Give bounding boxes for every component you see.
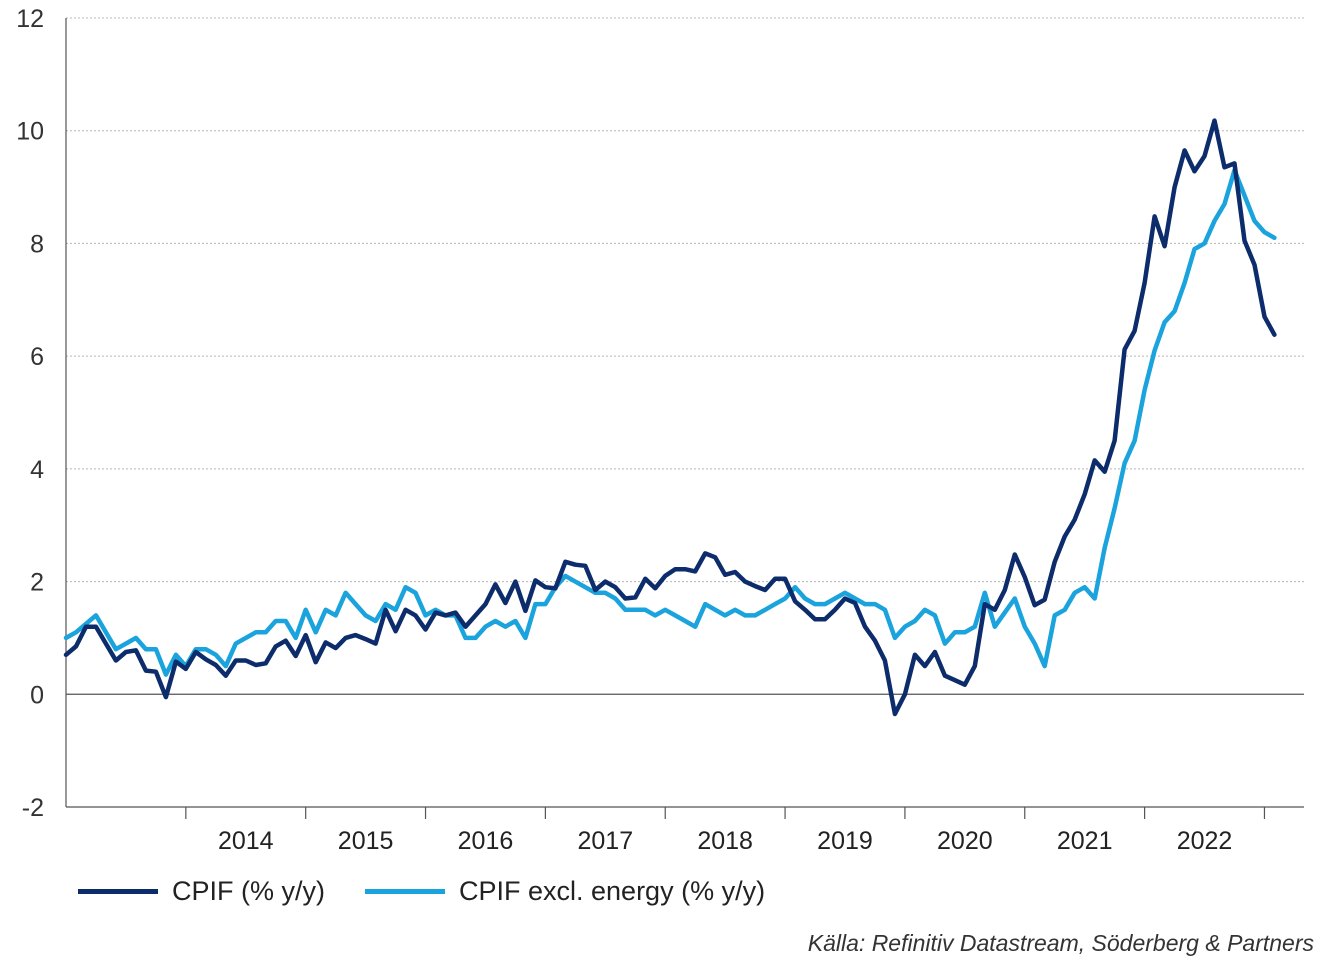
x-tick-labels: 2014 2015 2016 2017 2018 2019 2020 2021 2022 [218, 827, 1232, 855]
legend-swatch-cpif [78, 889, 158, 894]
x-tick-2020: 2020 [937, 827, 993, 855]
legend-label-cpif-excl-energy: CPIF excl. energy (% y/y) [459, 876, 765, 907]
x-tick-2022: 2022 [1177, 827, 1233, 855]
x-tick-2019: 2019 [817, 827, 873, 855]
series-line-cpif-y-y [66, 121, 1274, 714]
y-tick--2: -2 [22, 794, 44, 822]
x-tick-2016: 2016 [458, 827, 514, 855]
x-tick-2021: 2021 [1057, 827, 1113, 855]
source-note: Källa: Refinitiv Datastream, Söderberg &… [808, 930, 1314, 957]
series-line-cpif-excl-energy-y-y [66, 170, 1274, 674]
y-tick-labels: -2 0 2 4 6 8 10 12 [16, 5, 44, 822]
x-tick-2017: 2017 [577, 827, 633, 855]
legend-item-cpif: CPIF (% y/y) [78, 876, 325, 907]
x-tick-2015: 2015 [338, 827, 394, 855]
y-tick-6: 6 [30, 343, 44, 371]
y-tick-0: 0 [30, 681, 44, 709]
y-tick-4: 4 [30, 456, 44, 484]
y-tick-10: 10 [16, 118, 44, 146]
series-lines [66, 121, 1274, 714]
legend-label-cpif: CPIF (% y/y) [172, 876, 325, 907]
x-tick-2018: 2018 [697, 827, 753, 855]
legend: CPIF (% y/y) CPIF excl. energy (% y/y) [78, 876, 765, 907]
y-tick-2: 2 [30, 569, 44, 597]
x-tick-2014: 2014 [218, 827, 274, 855]
legend-swatch-cpif-excl-energy [365, 889, 445, 894]
line-chart: -2 0 2 4 6 8 10 12 2014 2015 2016 2017 2018 2019 2020… [0, 0, 1326, 870]
legend-item-cpif-excl-energy: CPIF excl. energy (% y/y) [365, 876, 765, 907]
y-tick-8: 8 [30, 230, 44, 258]
y-tick-12: 12 [16, 5, 44, 33]
